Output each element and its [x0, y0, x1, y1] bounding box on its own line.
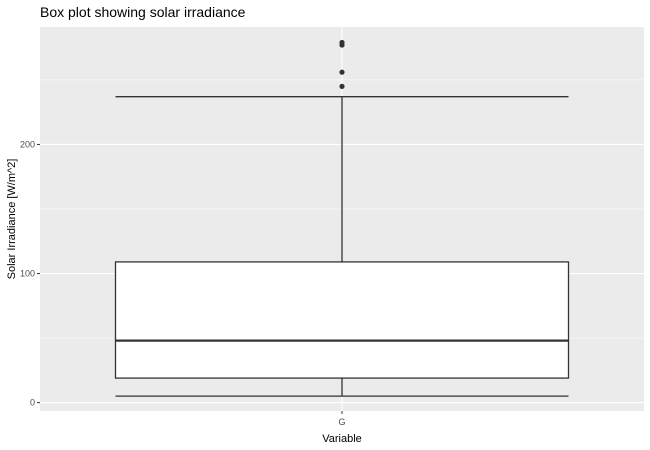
y-tick-label: 100 — [20, 269, 35, 279]
chart-title: Box plot showing solar irradiance — [40, 4, 246, 20]
outlier-point — [339, 83, 345, 89]
y-tick-label: 0 — [30, 398, 35, 408]
y-axis: 0 100 200 — [20, 139, 40, 408]
y-axis-title: Solar Irradiance [W/m^2] — [6, 159, 18, 280]
y-tick-label: 200 — [20, 139, 35, 149]
outlier-point — [339, 39, 345, 46]
iqr-box — [114, 261, 570, 379]
x-tick-label: G — [338, 417, 345, 427]
x-axis-title: Variable — [322, 433, 362, 445]
x-axis: G — [338, 411, 346, 427]
outlier-point — [339, 69, 345, 75]
boxes-layer — [114, 39, 570, 397]
